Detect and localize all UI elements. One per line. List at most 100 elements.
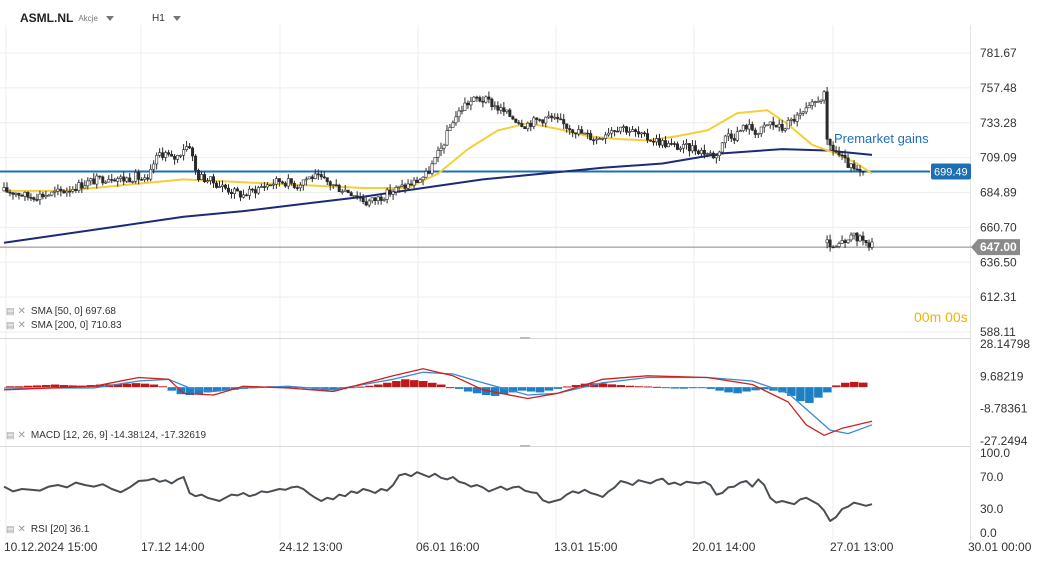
- candle-body: [337, 184, 341, 193]
- candle-body: [44, 195, 48, 198]
- candle-body: [747, 124, 751, 130]
- candle-body: [247, 188, 251, 196]
- candle-body: [822, 91, 826, 101]
- candle-body: [702, 150, 706, 155]
- candle-body: [460, 110, 464, 112]
- macd-histogram-bar: [571, 385, 581, 388]
- close-icon[interactable]: ✕: [17, 306, 26, 317]
- macd-histogram-bar: [661, 387, 670, 389]
- macd-histogram-bar: [517, 387, 527, 391]
- candle-body: [565, 123, 569, 129]
- macd-line: [3, 368, 873, 436]
- candle-body: [592, 139, 596, 142]
- candle-body: [538, 119, 542, 121]
- candle-body: [684, 143, 688, 145]
- candle-body: [813, 101, 817, 103]
- candle-body: [307, 176, 311, 180]
- symbol-selector[interactable]: ASML.NL Akcje: [20, 9, 114, 27]
- candle-body: [35, 199, 39, 201]
- candle-body: [843, 240, 847, 243]
- macd-histogram-bar: [14, 386, 24, 388]
- candle-body: [23, 192, 27, 197]
- candle-body: [559, 118, 563, 121]
- candle-body: [316, 173, 320, 176]
- rsi-legend[interactable]: ▤ ✕ RSI [20] 36.1: [6, 524, 89, 535]
- candle-body: [861, 171, 865, 173]
- time-axis-label: 27.01 13:00: [830, 540, 894, 554]
- candle-body: [481, 100, 485, 103]
- candle-body: [681, 143, 685, 149]
- macd-histogram-bar: [733, 387, 742, 394]
- list-icon[interactable]: ▤: [6, 320, 15, 330]
- candle-body: [804, 107, 808, 113]
- candle-body: [38, 193, 42, 200]
- candle-body: [726, 133, 730, 137]
- candle-body: [696, 150, 700, 155]
- macd-histogram-bar: [383, 382, 392, 388]
- list-icon[interactable]: ▤: [6, 430, 15, 440]
- candle-body: [107, 179, 111, 183]
- candle-body: [170, 153, 174, 157]
- candle-body: [454, 116, 458, 124]
- candle-body: [556, 116, 560, 120]
- candle-body: [598, 138, 602, 140]
- candle-body: [295, 187, 299, 189]
- candle-body: [580, 129, 584, 134]
- macd-histogram-bar: [365, 385, 374, 388]
- close-icon[interactable]: ✕: [17, 320, 26, 331]
- candle-body: [619, 126, 623, 132]
- macd-histogram-bar: [841, 382, 850, 388]
- candles: [2, 86, 874, 252]
- candle-body: [714, 155, 718, 159]
- macd-histogram-bar: [140, 383, 150, 388]
- macd-histogram-bar: [598, 383, 608, 388]
- candle-body: [690, 145, 694, 152]
- macd-histogram-bar: [50, 384, 60, 388]
- candle-body: [750, 124, 754, 131]
- candle-body: [601, 138, 605, 140]
- candle-body: [343, 189, 347, 192]
- candle-body: [723, 135, 727, 144]
- candle-body: [215, 182, 219, 188]
- candle-body: [352, 195, 356, 198]
- rsi-tick-label: 70.0: [980, 470, 1004, 484]
- macd-legend[interactable]: ▤ ✕ MACD [12, 26, 9] -14.38124, -17.3261…: [6, 430, 206, 441]
- candle-body: [77, 182, 81, 191]
- candle-countdown: 00m 00s: [914, 309, 968, 325]
- candle-body: [687, 143, 691, 152]
- macd-histogram-bar: [329, 387, 338, 391]
- candle-body: [646, 133, 650, 141]
- candle-body: [427, 171, 431, 174]
- macd-histogram-bar: [634, 386, 644, 388]
- candle-body: [442, 144, 446, 149]
- candle-body: [277, 178, 281, 183]
- candle-body: [188, 146, 192, 149]
- candle-body: [849, 234, 853, 241]
- candle-body: [367, 200, 371, 206]
- candle-body: [669, 143, 673, 145]
- candle-body: [406, 183, 410, 189]
- macd-histogram-bar: [454, 387, 464, 389]
- list-icon[interactable]: ▤: [6, 524, 15, 534]
- candle-body: [41, 193, 45, 198]
- candle-body: [20, 195, 24, 197]
- macd-histogram-bar: [436, 384, 446, 388]
- candle-body: [146, 177, 150, 180]
- macd-histogram-bar: [203, 387, 213, 393]
- candle-body: [532, 117, 536, 127]
- candle-body: [134, 172, 138, 182]
- candle-body: [328, 181, 332, 186]
- list-icon[interactable]: ▤: [6, 306, 15, 316]
- candle-body: [262, 186, 266, 188]
- close-icon[interactable]: ✕: [17, 430, 26, 441]
- close-icon[interactable]: ✕: [17, 524, 26, 535]
- sma50-legend[interactable]: ▤ ✕ SMA [50, 0] 697.68: [6, 306, 116, 317]
- macd-histogram-bar: [194, 387, 204, 395]
- sma200-legend[interactable]: ▤ ✕ SMA [200, 0] 710.83: [6, 320, 122, 331]
- timeframe-selector[interactable]: H1: [152, 9, 181, 27]
- candle-body: [140, 179, 144, 181]
- price-tick-label: 612.31: [980, 290, 1017, 304]
- candle-body: [451, 122, 455, 128]
- candle-body: [858, 169, 862, 172]
